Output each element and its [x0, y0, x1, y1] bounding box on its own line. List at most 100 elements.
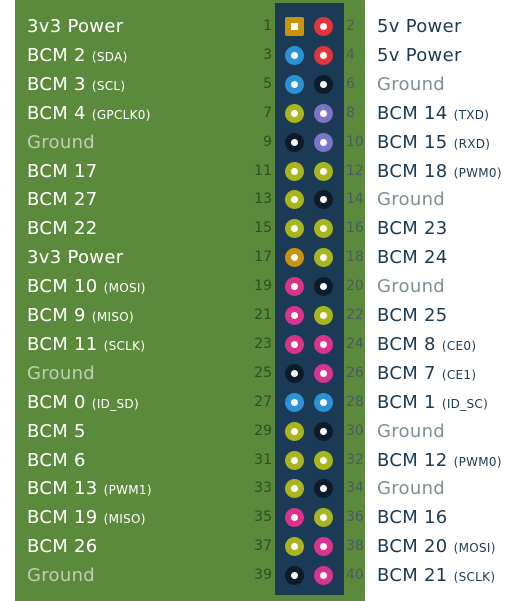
- pin-name: BCM 15: [377, 131, 448, 153]
- pin-hole: [291, 138, 298, 146]
- pin-icon-spi: [314, 363, 333, 383]
- pin-number: 40: [346, 567, 364, 584]
- pin-row: BCM 9 (MISO) 21 22 BCM 25: [0, 301, 517, 330]
- pin-hole: [320, 369, 327, 377]
- pin-number: 35: [254, 509, 272, 526]
- pin-label-left: BCM 11 (SCLK): [27, 330, 145, 359]
- pin-number: 22: [346, 307, 364, 323]
- pin-icon-spi: [285, 306, 304, 325]
- pin-row: BCM 13 (PWM1) 33 34 Ground: [0, 474, 517, 503]
- pin-name: BCM 2: [27, 44, 86, 66]
- pin-name: 3v3 Power: [27, 16, 124, 37]
- pin-label-right: BCM 15 (RXD): [377, 128, 490, 157]
- pin-hole: [320, 543, 327, 551]
- pin-hole: [291, 572, 298, 580]
- pin-name: BCM 25: [377, 305, 448, 326]
- pin-number: 31: [254, 451, 272, 468]
- pin-function: (SCLK): [103, 338, 146, 353]
- pin-icon-gpio: [314, 219, 333, 239]
- pin-hole: [291, 254, 298, 262]
- pin-label-left: BCM 9 (MISO): [27, 301, 134, 330]
- pin-function: (MISO): [103, 512, 146, 527]
- pin-name: BCM 16: [377, 507, 448, 529]
- pin-hole: [320, 138, 327, 146]
- pin-name: BCM 13: [27, 478, 98, 500]
- pin-label-right: 5v Power: [377, 12, 462, 41]
- pin-function: (PWM0): [453, 165, 502, 180]
- pin-number: 2: [346, 18, 355, 34]
- pin-hole: [320, 398, 327, 406]
- pin-name: BCM 11: [27, 333, 98, 355]
- pin-icon-spi: [285, 334, 304, 354]
- pin-label-right: BCM 24: [377, 243, 448, 272]
- pin-hole: [320, 514, 327, 522]
- pin-label-left: BCM 26: [27, 532, 98, 561]
- pin-name: BCM 17: [27, 160, 98, 182]
- pin-label-left: 3v3 Power: [27, 12, 123, 41]
- pin-icon-i2c: [285, 45, 304, 65]
- pin-icon-uart: [314, 103, 333, 123]
- pin-number: 24: [346, 335, 364, 352]
- pin-label-left: BCM 22: [27, 214, 98, 243]
- pin-hole: [320, 283, 327, 291]
- pin-label-left: BCM 0 (ID_SD): [27, 388, 139, 417]
- pin-number: 39: [254, 567, 272, 584]
- pin-function: (PWM1): [103, 483, 152, 498]
- pin-label-right: Ground: [377, 272, 445, 301]
- pin-row: BCM 27 13 14 Ground: [0, 185, 517, 214]
- pin-hole: [291, 456, 298, 464]
- pin-name: BCM 12: [377, 449, 448, 471]
- pin-icon-ground: [285, 566, 304, 586]
- pin-row: BCM 26 37 38 BCM 20 (MOSI): [0, 532, 517, 561]
- pin-icon-gpio: [285, 103, 304, 123]
- pin-label-right: BCM 12 (PWM0): [377, 446, 502, 475]
- pin-number: 6: [346, 75, 355, 92]
- pin-number: 1: [263, 18, 272, 34]
- pin-hole: [291, 312, 298, 319]
- pin-name: BCM 21: [377, 565, 448, 587]
- pin-icon-spi: [314, 566, 333, 586]
- pin-label-left: BCM 27: [27, 185, 98, 214]
- pin-hole: [320, 572, 327, 580]
- pin-name: BCM 26: [27, 536, 98, 558]
- pin-number: 36: [346, 509, 364, 526]
- pin-function: (ID_SC): [441, 396, 489, 411]
- pin-function: (MISO): [91, 310, 134, 324]
- pin-number: 13: [254, 191, 272, 208]
- pin-number: 10: [346, 133, 364, 150]
- pin-row: BCM 3 (SCL) 5 6 Ground: [0, 70, 517, 99]
- pin-icon-gpio: [285, 479, 304, 499]
- pin-hole: [291, 340, 298, 348]
- pin-icon-eeprom: [285, 392, 304, 412]
- pin-hole: [320, 254, 327, 262]
- pin-icon-gpio: [314, 248, 333, 268]
- pin-hole: [291, 167, 298, 175]
- pin-label-right: BCM 18 (PWM0): [377, 157, 502, 186]
- pin-name: BCM 4: [27, 102, 86, 124]
- pin-name: Ground: [27, 131, 96, 153]
- pin-icon-gpio: [285, 161, 304, 181]
- pin-function: (SDA): [91, 49, 128, 64]
- pin-number: 38: [346, 538, 364, 555]
- pin-label-left: BCM 3 (SCL): [27, 70, 125, 99]
- pin-hole: [320, 23, 327, 30]
- pin-hole: [291, 23, 298, 30]
- pin-number: 8: [346, 104, 355, 121]
- pin-label-right: Ground: [377, 70, 445, 99]
- pin-number: 11: [254, 162, 272, 179]
- pin-number: 15: [254, 220, 272, 237]
- pin-label-right: BCM 25: [377, 301, 448, 330]
- pin-label-left: BCM 2 (SDA): [27, 41, 128, 70]
- pin-hole: [291, 543, 298, 551]
- pin-label-right: BCM 14 (TXD): [377, 99, 489, 128]
- pin-number: 27: [254, 393, 272, 410]
- pin-number: 3: [263, 46, 272, 63]
- pin-row: BCM 22 15 16 BCM 23: [0, 214, 517, 243]
- pin-row: BCM 0 (ID_SD) 27 28 BCM 1 (ID_SC): [0, 388, 517, 417]
- pin-label-right: BCM 7 (CE1): [377, 359, 476, 388]
- pin-name: BCM 3: [27, 73, 86, 95]
- pin-number: 17: [254, 249, 272, 266]
- pin-name: BCM 14: [377, 102, 448, 124]
- pin-number: 21: [254, 307, 272, 323]
- pin-name: BCM 5: [27, 420, 86, 442]
